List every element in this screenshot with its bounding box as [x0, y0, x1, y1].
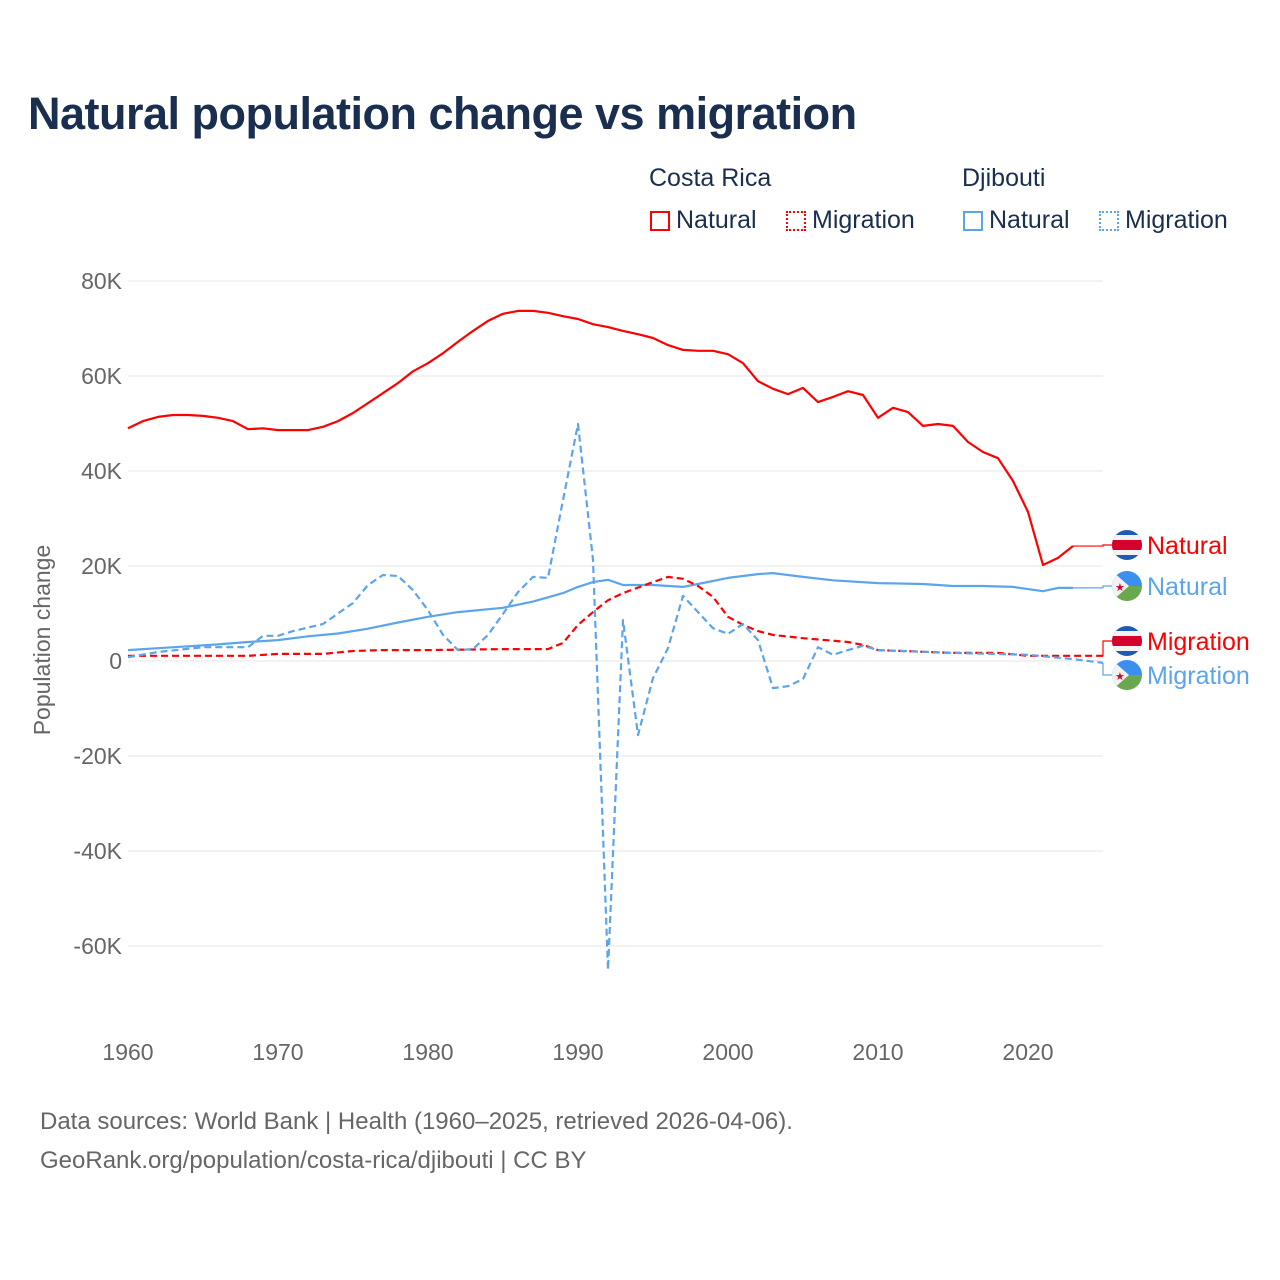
legend-item-costa-rica-migration[interactable]: Migration — [786, 206, 915, 235]
y-tick-label: -20K — [73, 743, 122, 769]
legend-item-costa-rica-natural[interactable]: Natural — [650, 206, 757, 235]
legend-swatch-solid — [650, 210, 670, 231]
y-tick-label: 0 — [109, 648, 122, 674]
x-tick-label: 2000 — [702, 1039, 753, 1065]
end-label-connector — [1073, 585, 1112, 589]
x-tick-label: 1970 — [252, 1039, 303, 1065]
djibouti-flag-icon: ★ — [1112, 571, 1142, 601]
series-line-djibouti-natural[interactable] — [127, 572, 1073, 652]
y-tick-label: -40K — [73, 838, 122, 864]
legend-label: Natural — [676, 206, 757, 234]
legend-label: Migration — [812, 206, 915, 234]
x-tick-label: 2010 — [852, 1039, 903, 1065]
x-tick-label: 1980 — [402, 1039, 453, 1065]
series-line-costa-rica-natural[interactable] — [127, 309, 1074, 567]
footer-sources: Data sources: World Bank | Health (1960–… — [40, 1108, 793, 1135]
svg-text:★: ★ — [1115, 582, 1125, 594]
legend-swatch-dotted — [1099, 210, 1119, 231]
costa-rica-flag-icon — [1112, 530, 1142, 560]
end-label-connector — [1102, 662, 1112, 676]
end-label-connector — [1073, 544, 1112, 547]
legend-label: Natural — [989, 206, 1070, 234]
svg-text:★: ★ — [1115, 671, 1125, 683]
legend-swatch-dotted — [786, 210, 806, 231]
chart-title: Natural population change vs migration — [28, 88, 857, 139]
x-tick-label: 2020 — [1002, 1039, 1053, 1065]
legend-label: Migration — [1125, 206, 1228, 234]
x-tick-label: 1960 — [102, 1039, 153, 1065]
y-tick-label: 80K — [81, 268, 123, 294]
y-tick-label: 40K — [81, 458, 123, 484]
x-tick-label: 1990 — [552, 1039, 603, 1065]
djibouti-flag-icon: ★ — [1112, 660, 1142, 690]
legend-group-costa-rica: Costa Rica — [649, 164, 772, 192]
series-line-costa-rica-migration[interactable] — [128, 575, 1103, 657]
y-axis-label: Population change — [29, 545, 55, 736]
y-tick-label: -60K — [73, 933, 122, 959]
legend-group-djibouti: Djibouti — [962, 164, 1046, 192]
end-label-connector — [1102, 640, 1112, 656]
end-label: Natural — [1147, 573, 1228, 601]
end-label: Migration — [1147, 628, 1250, 656]
legend-item-djibouti-migration[interactable]: Migration — [1099, 206, 1228, 235]
series-line-djibouti-migration[interactable] — [127, 422, 1104, 971]
end-label: Natural — [1147, 532, 1228, 560]
end-label: Migration — [1147, 662, 1250, 690]
y-tick-label: 60K — [81, 363, 123, 389]
y-tick-label: 20K — [81, 553, 123, 579]
costa-rica-flag-icon — [1112, 626, 1142, 656]
legend-swatch-solid — [963, 210, 983, 231]
footer-link[interactable]: GeoRank.org/population/costa-rica/djibou… — [40, 1147, 587, 1174]
legend-item-djibouti-natural[interactable]: Natural — [963, 206, 1070, 235]
